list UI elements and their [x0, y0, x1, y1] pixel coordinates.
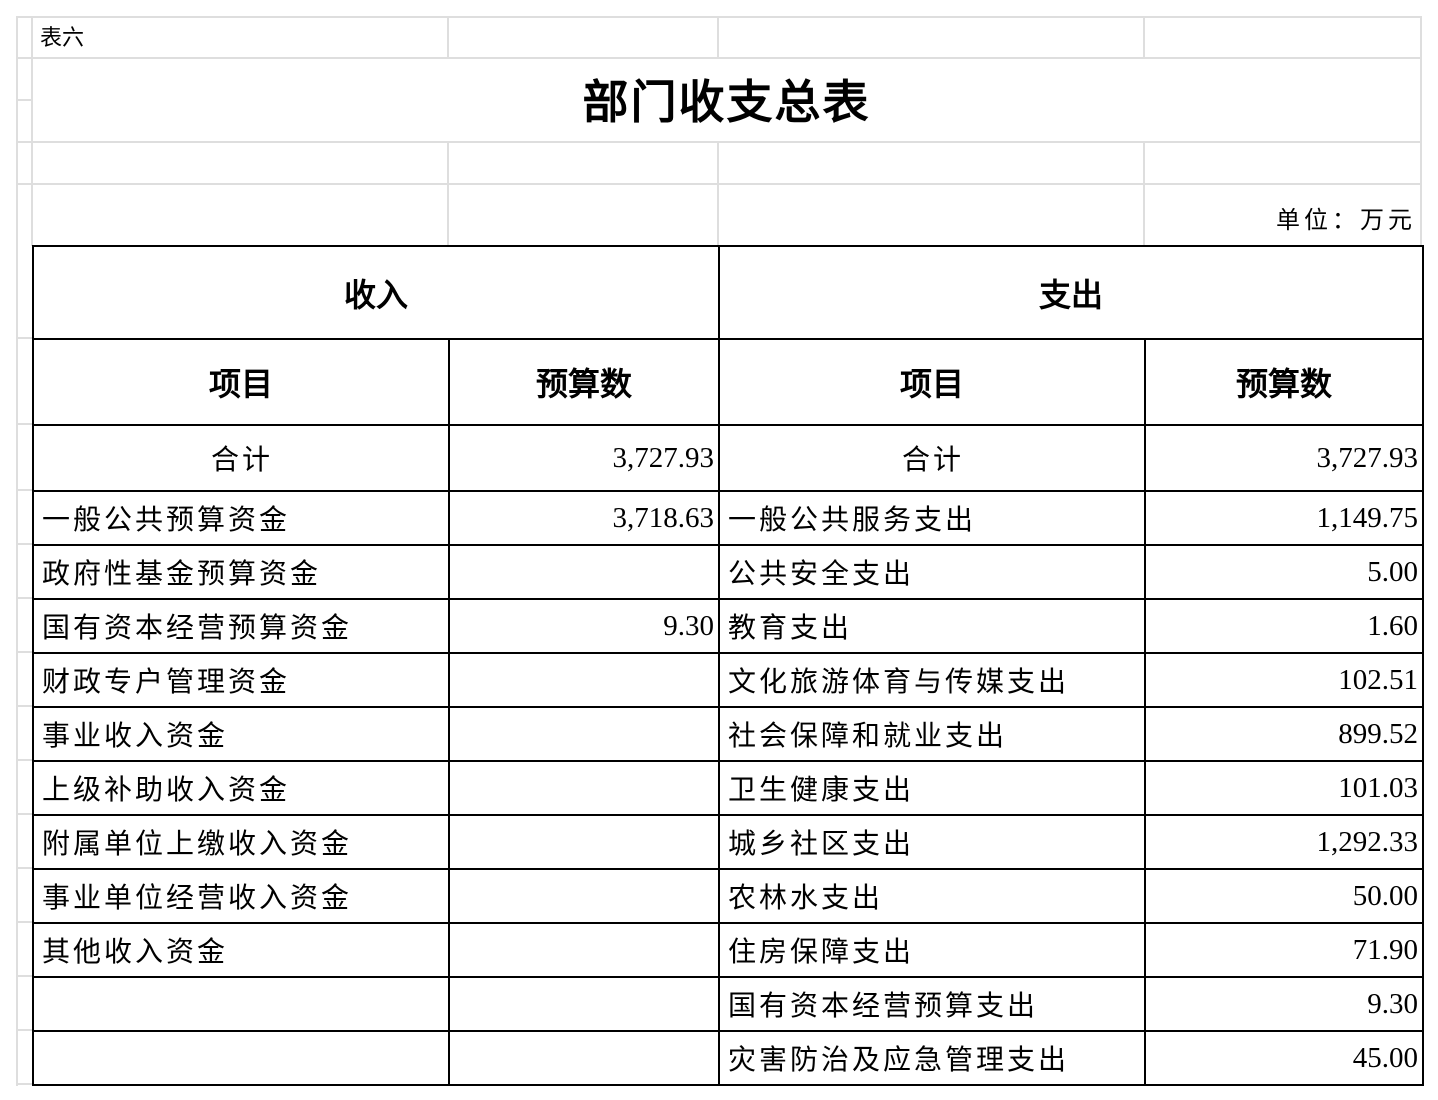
income-value [447, 652, 721, 708]
unit-label: 单位：万元 [1276, 206, 1416, 234]
gridline [717, 16, 719, 58]
expense-value: 101.03 [1144, 760, 1425, 816]
gridline [717, 142, 719, 245]
page-title: 部门收支总表 [582, 75, 871, 129]
expense-value: 1.60 [1144, 598, 1425, 654]
table-row: 事业单位经营收入资金 农林水支出 50.00 [32, 868, 1425, 924]
expense-item: 社会保障和就业支出 [718, 706, 1147, 762]
income-item: 一般公共预算资金 [32, 490, 450, 546]
gridline [16, 1029, 32, 1031]
table-row: 国有资本经营预算支出 9.30 [32, 976, 1425, 1032]
expense-value: 45.00 [1144, 1030, 1425, 1086]
gridline [447, 142, 449, 245]
gridline [16, 16, 1422, 18]
expense-item: 国有资本经营预算支出 [718, 976, 1147, 1032]
gridline [16, 867, 32, 869]
gridline [16, 543, 32, 545]
budget-table: 收入 支出 项目 预算数 项目 预算数 合计 3,727.93 合计 3,727… [31, 245, 1425, 1086]
income-value: 9.30 [447, 598, 721, 654]
expense-value: 71.90 [1144, 922, 1425, 978]
income-header: 收入 [31, 245, 721, 340]
income-total-value: 3,727.93 [447, 424, 721, 492]
expense-value: 102.51 [1144, 652, 1425, 708]
income-total-label: 合计 [32, 424, 450, 492]
expense-item: 灾害防治及应急管理支出 [718, 1030, 1147, 1086]
expense-value: 1,292.33 [1144, 814, 1425, 870]
expense-value: 50.00 [1144, 868, 1425, 924]
gridline [16, 99, 32, 101]
income-item: 事业收入资金 [32, 706, 450, 762]
income-item: 国有资本经营预算资金 [32, 598, 450, 654]
income-value [447, 544, 721, 600]
gridline [1420, 16, 1422, 246]
expense-item: 卫生健康支出 [718, 760, 1147, 816]
gridline [16, 813, 32, 815]
gridline [16, 651, 32, 653]
income-item-column-header: 项目 [32, 338, 450, 426]
income-item [32, 1030, 450, 1086]
income-item [32, 976, 450, 1032]
gridline [31, 16, 33, 246]
income-budget-column-header: 预算数 [447, 338, 721, 426]
table-row: 政府性基金预算资金 公共安全支出 5.00 [32, 544, 1425, 600]
income-item: 事业单位经营收入资金 [32, 868, 450, 924]
gridline [16, 1083, 32, 1085]
income-value [447, 922, 721, 978]
table-row: 灾害防治及应急管理支出 45.00 [32, 1030, 1425, 1086]
total-row: 合计 3,727.93 合计 3,727.93 [32, 424, 1425, 492]
expense-header: 支出 [718, 245, 1425, 340]
table-row: 其他收入资金 住房保障支出 71.90 [32, 922, 1425, 978]
income-item: 上级补助收入资金 [32, 760, 450, 816]
gridline [16, 141, 1422, 143]
income-value [447, 760, 721, 816]
expense-item-column-header: 项目 [718, 338, 1147, 426]
gridline [16, 183, 1422, 185]
income-item: 其他收入资金 [32, 922, 450, 978]
table-row: 国有资本经营预算资金 9.30 教育支出 1.60 [32, 598, 1425, 654]
expense-value: 1,149.75 [1144, 490, 1425, 546]
income-value [447, 706, 721, 762]
gridline [1143, 142, 1145, 245]
gridline [16, 57, 1422, 59]
income-item: 附属单位上缴收入资金 [32, 814, 450, 870]
expense-item: 一般公共服务支出 [718, 490, 1147, 546]
gridline [16, 337, 32, 339]
expense-total-label: 合计 [718, 424, 1147, 492]
expense-value: 899.52 [1144, 706, 1425, 762]
gridline [1143, 16, 1145, 58]
gridline [16, 759, 32, 761]
expense-value: 5.00 [1144, 544, 1425, 600]
table-row: 事业收入资金 社会保障和就业支出 899.52 [32, 706, 1425, 762]
expense-item: 教育支出 [718, 598, 1147, 654]
gridline [16, 423, 32, 425]
gridline [16, 489, 32, 491]
income-value [447, 976, 721, 1032]
expense-item: 文化旅游体育与传媒支出 [718, 652, 1147, 708]
table-row: 一般公共预算资金 3,718.63 一般公共服务支出 1,149.75 [32, 490, 1425, 546]
table-caption: 表六 [40, 26, 85, 51]
gridline [16, 921, 32, 923]
expense-value: 9.30 [1144, 976, 1425, 1032]
income-value [447, 1030, 721, 1086]
expense-item: 城乡社区支出 [718, 814, 1147, 870]
income-value: 3,718.63 [447, 490, 721, 546]
table-row: 附属单位上缴收入资金 城乡社区支出 1,292.33 [32, 814, 1425, 870]
gridline [447, 16, 449, 58]
income-item: 政府性基金预算资金 [32, 544, 450, 600]
expense-total-value: 3,727.93 [1144, 424, 1425, 492]
income-item: 财政专户管理资金 [32, 652, 450, 708]
gridline [16, 705, 32, 707]
expense-budget-column-header: 预算数 [1144, 338, 1425, 426]
expense-item: 住房保障支出 [718, 922, 1147, 978]
income-value [447, 814, 721, 870]
income-value [447, 868, 721, 924]
gridline [16, 16, 18, 1086]
expense-item: 农林水支出 [718, 868, 1147, 924]
table-row: 上级补助收入资金 卫生健康支出 101.03 [32, 760, 1425, 816]
gridline [16, 975, 32, 977]
expense-item: 公共安全支出 [718, 544, 1147, 600]
gridline [16, 597, 32, 599]
table-row: 财政专户管理资金 文化旅游体育与传媒支出 102.51 [32, 652, 1425, 708]
